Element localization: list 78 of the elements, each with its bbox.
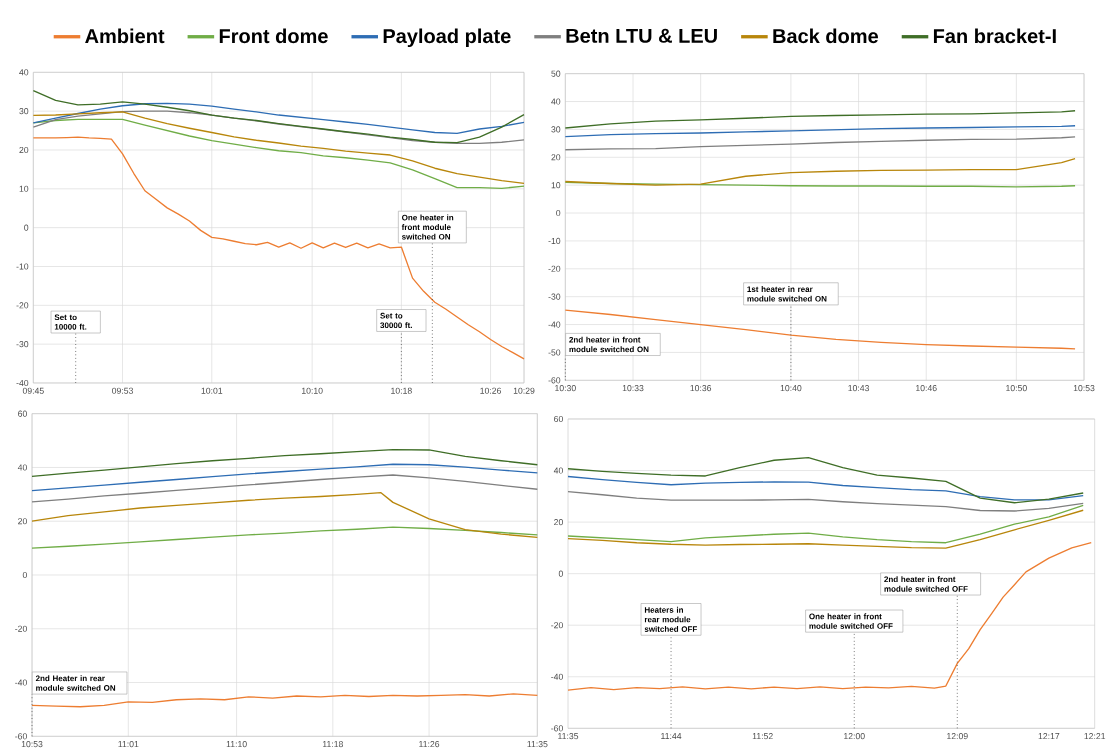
- x-tick-label: 10:53: [21, 741, 43, 748]
- y-tick-label: -10: [548, 237, 561, 244]
- x-tick-label: 11:01: [118, 741, 139, 748]
- y-tick-label: -10: [16, 263, 29, 270]
- y-tick-label: 50: [551, 70, 561, 77]
- ref-line-label: 2nd Heater in rear module switched ON: [35, 675, 116, 691]
- legend-label: Payload plate: [383, 28, 511, 48]
- legend-label: Fan bracket-I: [933, 28, 1056, 44]
- y-tick-label: 40: [553, 467, 563, 474]
- ref-line-label: One heater in front module switched ON: [401, 214, 454, 240]
- ref-line-label: 2nd heater in front module switched ON: [569, 336, 649, 353]
- ref-line-label: One heater in front module switched OFF: [809, 613, 893, 629]
- x-tick-label: 10:10: [301, 387, 323, 394]
- x-tick-label: 10:33: [622, 385, 644, 392]
- y-tick-label: -60: [15, 733, 27, 740]
- y-tick-label: 30: [19, 108, 29, 115]
- x-tick-label: 12:17: [1038, 733, 1060, 740]
- x-tick-label: 10:26: [480, 387, 502, 394]
- y-tick-label: -40: [548, 321, 561, 328]
- legend-label: Ambient: [85, 28, 165, 44]
- x-tick-label: 09:45: [22, 387, 44, 394]
- y-tick-label: 40: [17, 464, 27, 471]
- x-tick-label: 11:26: [419, 741, 440, 748]
- ref-line-label: 2nd heater in front module switched OFF: [884, 576, 968, 592]
- x-tick-label: 11:10: [226, 741, 247, 748]
- y-tick-label: 0: [556, 209, 561, 217]
- y-tick-label: -20: [16, 302, 29, 309]
- y-tick-label: -20: [15, 625, 27, 632]
- y-tick-label: -30: [548, 293, 561, 300]
- y-tick-label: 30: [551, 126, 561, 133]
- y-tick-label: 20: [551, 154, 561, 161]
- x-tick-label: 10:36: [690, 385, 712, 392]
- y-tick-label: -50: [548, 349, 561, 356]
- y-tick-label: 20: [19, 146, 29, 154]
- x-tick-label: 10:46: [916, 385, 937, 392]
- y-tick-label: -20: [548, 265, 561, 272]
- x-tick-label: 11:35: [558, 733, 579, 740]
- x-tick-label: 11:44: [661, 733, 682, 739]
- x-tick-label: 10:50: [1006, 385, 1027, 392]
- x-tick-label: 11:18: [322, 741, 343, 748]
- y-tick-label: 20: [554, 519, 563, 526]
- x-tick-label: 12:09: [947, 733, 968, 740]
- ref-line-label: 1st heater in rear module switched ON: [747, 286, 827, 302]
- y-tick-label: -30: [16, 341, 29, 348]
- legend-label: Front dome: [219, 28, 328, 44]
- y-tick-label: -40: [15, 679, 27, 686]
- y-tick-label: 10: [19, 185, 29, 192]
- y-tick-label: 10: [551, 182, 561, 189]
- y-tick-label: -40: [16, 379, 29, 387]
- x-tick-label: 10:01: [201, 387, 223, 394]
- y-tick-label: 0: [24, 224, 29, 231]
- y-tick-label: 40: [551, 98, 561, 105]
- x-tick-label: 12:21: [1084, 733, 1106, 740]
- y-tick-label: 60: [18, 410, 27, 417]
- y-tick-label: -60: [548, 377, 561, 384]
- x-tick-label: 10:53: [1073, 385, 1095, 392]
- ref-line-label: Heaters in rear module switched OFF: [644, 606, 697, 632]
- legend-label: Back dome: [773, 28, 879, 44]
- x-tick-label: 09:53: [112, 387, 133, 394]
- y-tick-label: -60: [551, 725, 563, 732]
- ref-line-label: Set to 30000 ft.: [380, 312, 412, 329]
- y-tick-label: -20: [551, 622, 563, 629]
- x-tick-label: 10:30: [555, 385, 576, 392]
- y-tick-label: 60: [554, 415, 563, 423]
- x-tick-label: 10:29: [513, 387, 535, 394]
- x-tick-label: 10:43: [848, 385, 870, 392]
- x-tick-label: 10:18: [391, 387, 412, 394]
- x-tick-label: 11:35: [527, 741, 548, 748]
- y-tick-label: 40: [19, 69, 29, 76]
- x-tick-label: 10:40: [780, 385, 802, 392]
- x-tick-label: 11:52: [752, 733, 773, 740]
- y-tick-label: 0: [22, 571, 27, 579]
- y-tick-label: -40: [551, 673, 563, 680]
- y-tick-label: 20: [18, 518, 27, 525]
- ref-line-label: Set to 10000 ft.: [54, 314, 87, 330]
- y-tick-label: 0: [558, 570, 563, 577]
- legend-label: Betn LTU & LEU: [566, 28, 717, 43]
- x-tick-label: 12:00: [844, 733, 865, 740]
